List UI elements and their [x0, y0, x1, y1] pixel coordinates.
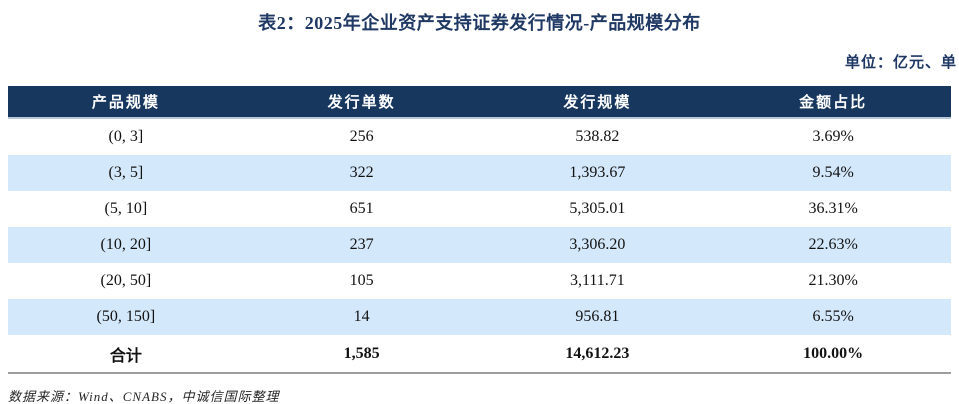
table-cell: (0, 3]	[108, 128, 144, 145]
table-row: (10, 20] 237 3,306.20 22.63%	[8, 227, 951, 263]
table-cell: 651	[349, 200, 374, 217]
table-cell: 22.63%	[808, 236, 858, 253]
column-header-product-scale: 产品规模	[91, 95, 160, 111]
table-cell: 6.55%	[812, 308, 854, 325]
table-total-row: 合计 1,585 14,612.23 100.00%	[8, 335, 951, 372]
table-cell: 3,111.71	[569, 272, 625, 289]
unit-note: 单位：亿元、单	[844, 55, 957, 71]
table-cell: 105	[349, 272, 374, 289]
data-table: 产品规模 发行单数 发行规模 金额占比 (0, 3] 256 538.82 3.…	[8, 86, 951, 374]
table-cell: (20, 50]	[100, 272, 152, 289]
table-title: 表2：2025年企业资产支持证券发行情况-产品规模分布	[258, 13, 701, 33]
table-cell: 322	[349, 164, 374, 181]
column-header-issue-scale: 发行规模	[563, 95, 632, 111]
table-cell: 14	[353, 308, 370, 325]
table-cell: 237	[349, 236, 374, 253]
table-row: (3, 5] 322 1,393.67 9.54%	[8, 155, 951, 191]
table-cell: 538.82	[575, 128, 620, 145]
table-cell: 14,612.23	[565, 344, 630, 362]
table-row: (0, 3] 256 538.82 3.69%	[8, 119, 951, 155]
table-cell: 956.81	[575, 308, 620, 325]
table-row: (20, 50] 105 3,111.71 21.30%	[8, 263, 951, 299]
table-row: (5, 10] 651 5,305.01 36.31%	[8, 191, 951, 227]
table-cell: 36.31%	[808, 200, 858, 217]
table-cell: 5,305.01	[569, 200, 626, 217]
column-header-amount-share: 金额占比	[799, 95, 868, 111]
table-cell: 1,393.67	[569, 164, 626, 181]
table-cell: 合计	[109, 347, 142, 365]
data-source-note: 数据来源：Wind、CNABS，中诚信国际整理	[8, 389, 280, 404]
table-cell: (5, 10]	[104, 200, 148, 217]
table-row: (50, 150] 14 956.81 6.55%	[8, 299, 951, 335]
table-cell: (50, 150]	[96, 308, 156, 325]
table-cell: 3.69%	[812, 128, 854, 145]
table-header-row: 产品规模 发行单数 发行规模 金额占比	[8, 86, 951, 119]
table-cell: 3,306.20	[569, 236, 626, 253]
table-cell: (10, 20]	[100, 236, 152, 253]
table-cell: (3, 5]	[108, 164, 144, 181]
table-cell: 1,585	[343, 344, 380, 362]
table-cell: 21.30%	[808, 272, 858, 289]
table-cell: 256	[349, 128, 374, 145]
table-cell: 100.00%	[803, 344, 864, 362]
column-header-issue-count: 发行单数	[327, 95, 396, 111]
table-cell: 9.54%	[812, 164, 854, 181]
